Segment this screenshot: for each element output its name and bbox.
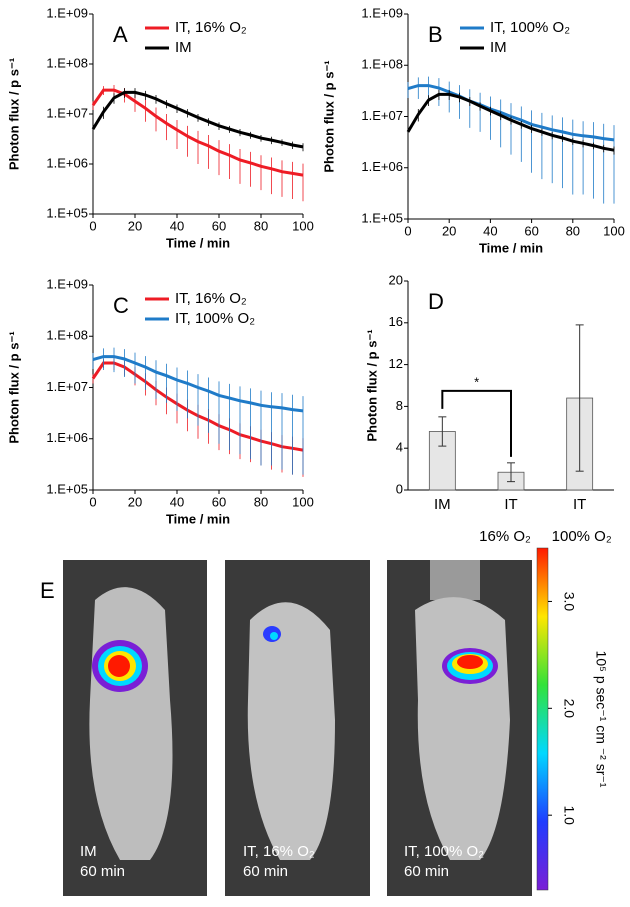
- x-tick-sublabel: 16% O₂: [479, 528, 531, 545]
- x-tick-label: 20: [128, 218, 142, 233]
- x-tick-label: 60: [212, 218, 226, 233]
- y-tick-label: 1.E+09: [46, 276, 88, 291]
- y-axis-label: Photon flux / p s⁻¹: [6, 58, 21, 170]
- x-axis-label: Time / min: [166, 235, 230, 250]
- chart-panel: C 1.E+05 1.E+06 1.E+07 1.E+08 1.E+09 Photon fl…: [6, 276, 313, 526]
- x-tick-label: 0: [89, 494, 96, 509]
- series-line: [91, 88, 304, 177]
- mouse-image: IT, 100% O₂ 60 min: [387, 560, 532, 896]
- x-tick-label: 0: [404, 223, 411, 238]
- x-tick-label: 100: [292, 494, 314, 509]
- x-tick-label: 80: [254, 494, 268, 509]
- x-tick-label: 40: [170, 218, 184, 233]
- legend-label: IM: [175, 39, 192, 56]
- panel-label: C: [113, 293, 129, 318]
- y-tick-label: 1.E+07: [361, 108, 403, 123]
- x-tick-label: 80: [566, 223, 580, 238]
- significance-bracket: [441, 389, 512, 457]
- y-tick-label: 0: [396, 481, 403, 496]
- y-tick-label: 12: [389, 356, 403, 371]
- x-tick-label: 100: [292, 218, 314, 233]
- mouse-image: IM 60 min: [63, 560, 207, 896]
- x-axis-label: Time / min: [479, 240, 543, 255]
- x-tick-label: 40: [170, 494, 184, 509]
- y-tick-label: 1.E+07: [46, 105, 88, 120]
- image-label: IM: [80, 843, 97, 860]
- chart-panel: D 0 4 8 12 16 20 Photon flux / p s⁻¹ IM IT 16% O₂ I…: [364, 272, 614, 545]
- y-tick-label: 1.E+08: [46, 328, 88, 343]
- x-tick-label: 20: [442, 223, 456, 238]
- y-tick-label: 1.E+07: [46, 379, 88, 394]
- x-tick-label: 60: [212, 494, 226, 509]
- x-tick-label: IT: [573, 496, 586, 513]
- colorbar-label: 10⁵ p sec⁻¹ cm ⁻² sr⁻¹: [593, 651, 609, 788]
- x-tick-label: IT: [504, 496, 517, 513]
- panel-label: B: [428, 22, 443, 47]
- y-tick-label: 1.E+06: [361, 159, 403, 174]
- y-tick-label: 1.E+09: [361, 5, 403, 20]
- y-tick-label: 1.E+08: [361, 57, 403, 72]
- colorbar-tick-label: 1.0: [561, 805, 577, 825]
- chart-panel: B 1.E+05 1.E+06 1.E+07 1.E+08 1.E+09 Photon fl…: [321, 5, 624, 255]
- x-tick-label: 20: [128, 494, 142, 509]
- y-tick-label: 1.E+08: [46, 55, 88, 70]
- y-tick-label: 1.E+05: [46, 481, 88, 496]
- panel-label: A: [113, 22, 128, 47]
- legend-label: IT, 16% O₂: [175, 19, 247, 36]
- y-tick-label: 1.E+05: [361, 210, 403, 225]
- y-tick-label: 4: [396, 440, 403, 455]
- image-time: 60 min: [243, 863, 288, 880]
- legend-label: IT, 100% O₂: [490, 19, 570, 36]
- image-time: 60 min: [80, 863, 125, 880]
- y-tick-label: 1.E+06: [46, 430, 88, 445]
- panel-label: D: [428, 289, 444, 314]
- x-tick-label: IM: [434, 496, 451, 513]
- mouse-image: IT, 16% O₂ 60 min: [225, 560, 370, 896]
- panel-label: E: [40, 578, 55, 603]
- image-label: IT, 16% O₂: [243, 843, 315, 860]
- y-tick-label: 1.E+06: [46, 155, 88, 170]
- y-tick-label: 16: [389, 314, 403, 329]
- image-panel: E IM 60 min IT, 16% O₂ 60 min IT, 100% O…: [40, 547, 609, 896]
- series-line: [92, 355, 304, 413]
- x-tick-label: 40: [483, 223, 497, 238]
- colorbar-tick-label: 3.0: [561, 592, 577, 612]
- x-tick-label: 100: [603, 223, 625, 238]
- legend-label: IT, 16% O₂: [175, 290, 247, 307]
- series-line: [91, 90, 304, 149]
- legend-label: IM: [490, 39, 507, 56]
- y-tick-label: 1.E+09: [46, 5, 88, 20]
- y-tick-label: 20: [389, 272, 403, 287]
- y-tick-label: 1.E+05: [46, 205, 88, 220]
- chart-panel: A 1.E+05 1.E+06 1.E+07 1.E+08 1.E+09 Photon fl…: [6, 5, 313, 250]
- significance-mark: *: [474, 374, 479, 389]
- legend-label: IT, 100% O₂: [175, 310, 255, 327]
- y-axis-label: Photon flux / p s⁻¹: [6, 331, 21, 443]
- y-axis-label: Photon flux / p s⁻¹: [321, 60, 336, 172]
- x-tick-label: 60: [524, 223, 538, 238]
- y-axis-label: Photon flux / p s⁻¹: [364, 329, 379, 441]
- colorbar-tick-label: 2.0: [561, 699, 577, 719]
- x-tick-label: 80: [254, 218, 268, 233]
- x-tick-label: 0: [89, 218, 96, 233]
- series-line: [406, 92, 615, 152]
- image-label: IT, 100% O₂: [404, 843, 484, 860]
- image-time: 60 min: [404, 863, 449, 880]
- y-tick-label: 8: [396, 398, 403, 413]
- x-tick-sublabel: 100% O₂: [552, 528, 612, 545]
- x-axis-label: Time / min: [166, 511, 230, 526]
- colorbar: [536, 547, 549, 891]
